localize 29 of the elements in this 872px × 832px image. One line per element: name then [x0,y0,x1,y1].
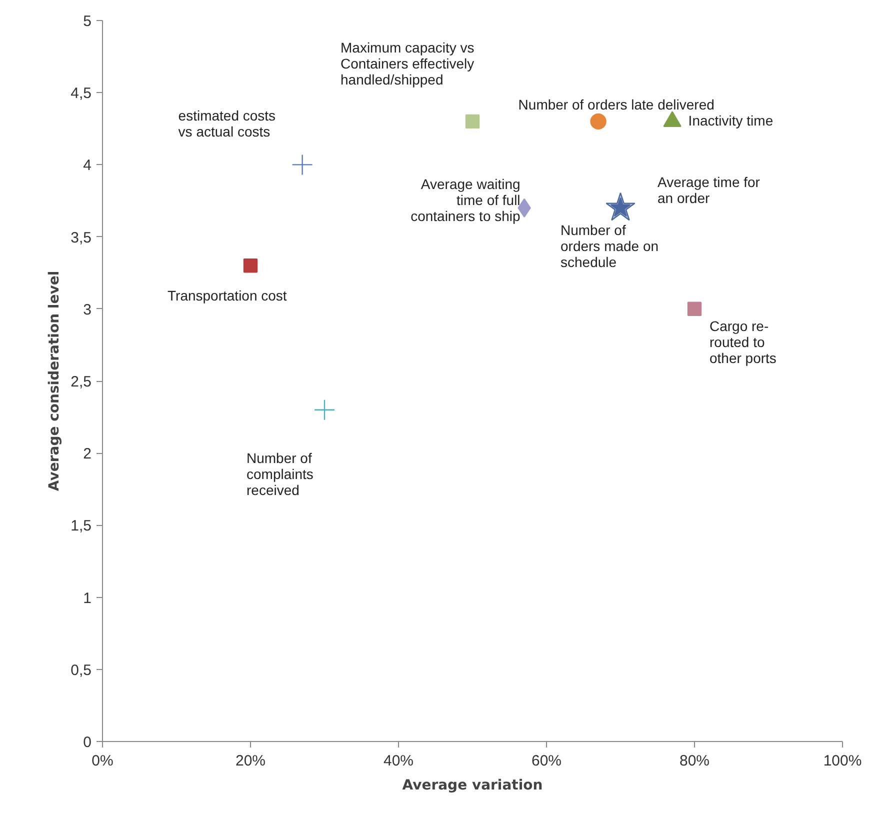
x-tick-label: 60% [531,752,562,770]
text: Number of complaints received [246,450,314,498]
x-tick-label: 0% [92,752,114,770]
y-tick-label: 5 [83,13,92,30]
series-label: Cargo re- routed to other ports [710,318,776,366]
y-tick-label: 1,5 [70,518,92,535]
y-tick-label: 3,5 [70,229,92,246]
y-tick-label: 1 [83,590,92,607]
series-label: Average time for an order [658,174,760,206]
y-tick-label: 4 [83,157,92,174]
y-tick-label: 4,5 [70,85,92,102]
y-tick-label: 3 [83,301,92,318]
x-axis-title: Average variation [402,778,543,794]
y-tick-label: 0,5 [70,662,92,679]
y-axis-title: Average consideration level [46,270,63,492]
y-tick-label: 2 [83,446,92,463]
x-tick-label: 100% [823,752,862,770]
series-label: Inactivity time [688,112,774,128]
series-label: Average waiting time of full containers to ship [410,176,521,224]
x-tick-label: 20% [235,752,266,770]
x-tick-label: 40% [383,752,414,770]
y-tick-label: 2,5 [70,374,92,390]
series-label: Number of orders late delivered [518,96,714,112]
y-tick-label: 0 [83,734,92,751]
series-label: Maximum capacity vs Containers effectively handled/shipped [340,39,474,88]
text: Number of orders made on schedule [560,222,659,270]
text: Transportation cost [168,288,287,304]
text: estimated costs vs actual costs [178,108,276,140]
x-tick-label: 80% [679,752,710,770]
